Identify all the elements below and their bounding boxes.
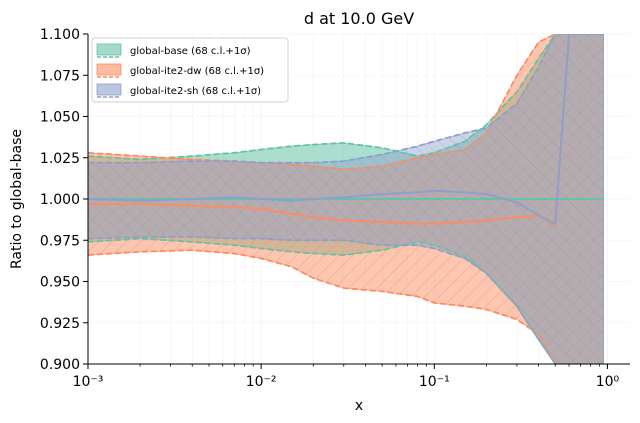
series-3-upper-line xyxy=(88,34,604,164)
y-tick-label: 0.950 xyxy=(40,275,80,291)
x-tick-label: 10⁻¹ xyxy=(419,374,450,390)
series-1-lower-line xyxy=(88,237,604,364)
legend-swatch xyxy=(96,63,122,76)
y-axis-title: Ratio to global-base xyxy=(9,129,25,269)
legend-label: global-ite2-sh (68 c.l.+1σ) xyxy=(130,86,261,97)
y-tick-label: 1.000 xyxy=(40,192,80,208)
y-tick-label: 0.900 xyxy=(40,357,80,373)
legend-frame xyxy=(91,37,289,103)
y-tick-label: 0.975 xyxy=(40,233,80,249)
y-axis-ticks: 0.900 0.925 0.950 0.975 1.000 1.025 1.050 1.075… xyxy=(40,27,88,373)
chart-title: d at 10.0 GeV xyxy=(304,9,414,28)
legend-label: global-ite2-dw (68 c.l.+1σ) xyxy=(130,66,264,77)
series-lines xyxy=(88,34,604,364)
y-tick-label: 1.050 xyxy=(40,110,80,126)
y-tick-label: 0.925 xyxy=(40,316,80,332)
y-tick-label: 1.075 xyxy=(40,68,80,84)
legend-swatch xyxy=(96,83,122,96)
x-axis-title: x xyxy=(355,398,363,414)
x-tick-label: 10⁻³ xyxy=(73,374,104,390)
series-3-central-line xyxy=(88,34,604,226)
series-1-upper-line xyxy=(88,34,604,161)
legend-label: global-base (68 c.l.+1σ) xyxy=(130,46,251,57)
x-tick-label: 10⁰ xyxy=(596,374,620,390)
y-tick-label: 1.100 xyxy=(40,27,80,43)
x-axis-ticks: 10⁻³ 10⁻² 10⁻¹ 10⁰ xyxy=(73,364,620,390)
legend: global-base (68 c.l.+1σ) global-ite2-dw (… xyxy=(91,37,289,103)
series-2-central-line xyxy=(88,34,604,228)
y-tick-label: 1.025 xyxy=(40,151,80,167)
series-2-lower-line xyxy=(88,249,604,364)
x-tick-label: 10⁻² xyxy=(246,374,277,390)
legend-swatch xyxy=(96,43,122,56)
series-3-lower-line xyxy=(88,236,604,364)
